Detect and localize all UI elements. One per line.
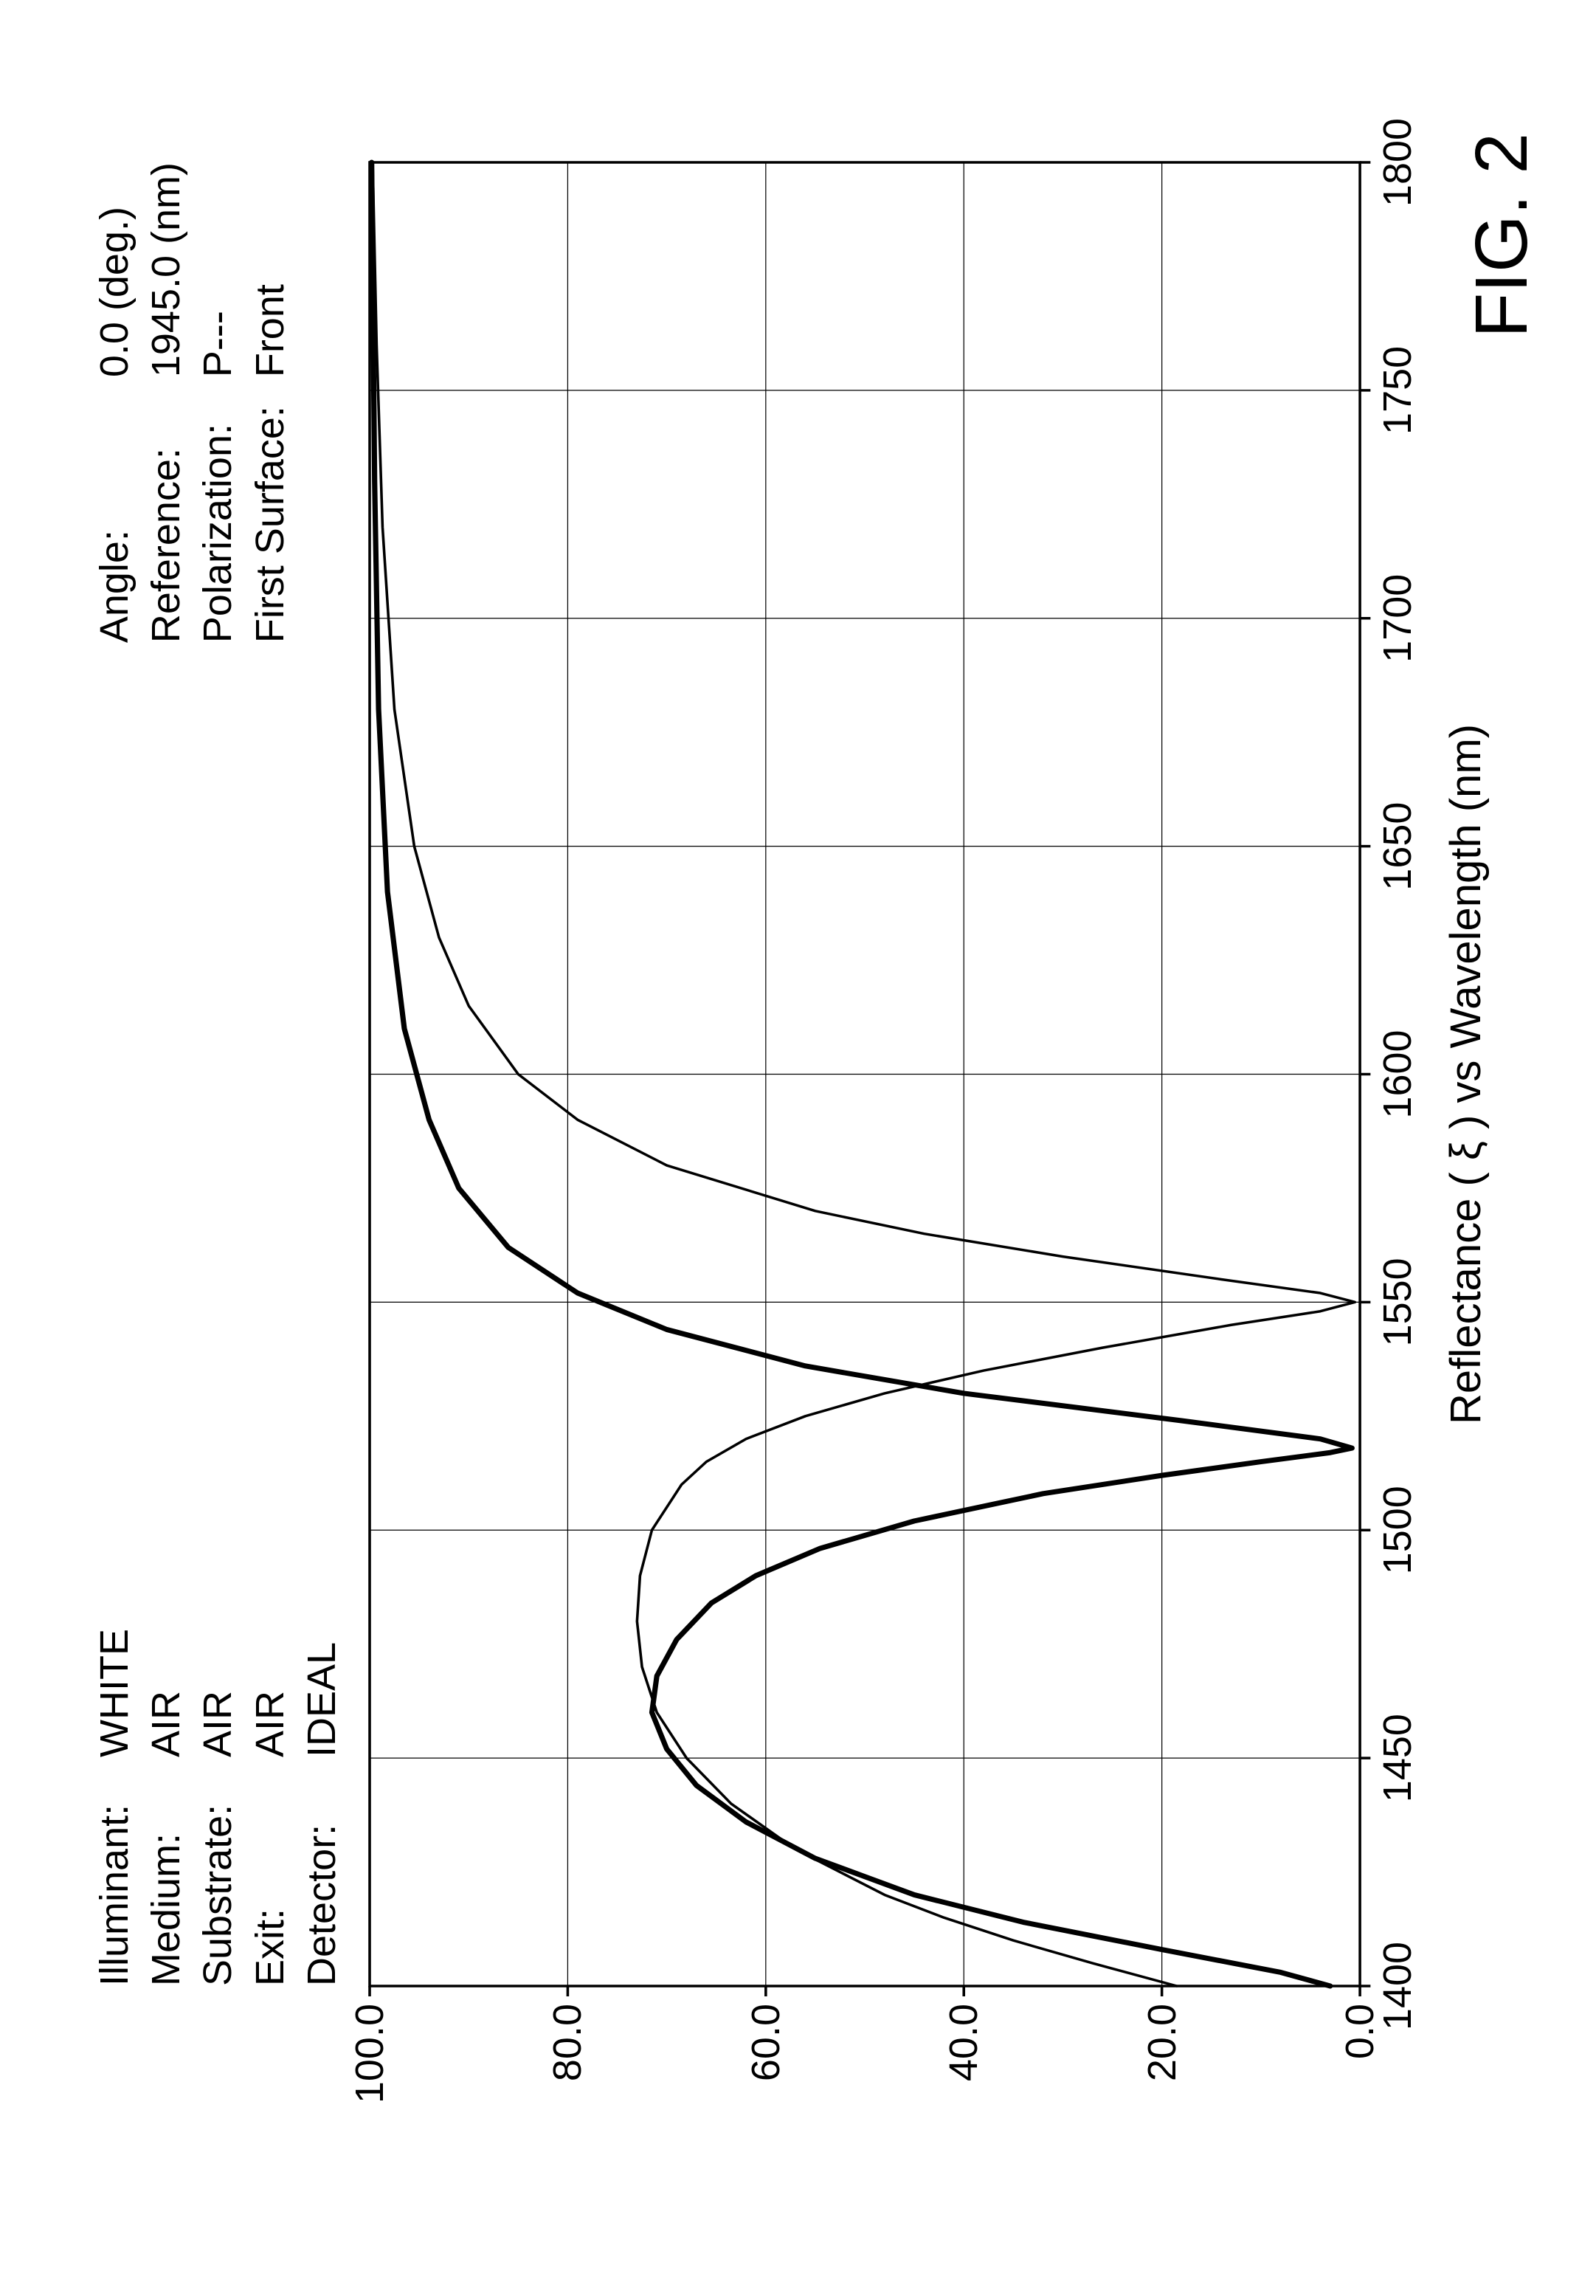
metadata-line: Polarization:P--- [192,162,243,643]
metadata-value: Front [244,284,296,377]
metadata-label: Illuminant: [89,1757,140,1986]
x-tick-label: 1400 [1360,1942,1420,2030]
rotated-container: Illuminant:WHITEMedium:AIRSubstrate:AIRE… [0,0,1596,2296]
metadata-value: 0.0 (deg.) [89,207,140,377]
metadata-label: Substrate: [192,1757,243,1986]
y-tick-label: 20.0 [1139,1986,1185,2081]
metadata-value: IDEAL [296,1642,348,1757]
metadata-line: Detector:IDEAL [296,1629,348,1986]
metadata-label: Reference: [140,377,192,643]
plot-frame: 0.020.040.060.080.0100.01400145015001550… [370,162,1360,1986]
metadata-line: Illuminant:WHITE [89,1629,140,1986]
y-tick-label: 100.0 [347,1986,393,2103]
metadata-value: WHITE [89,1629,140,1757]
figure-content: Illuminant:WHITEMedium:AIRSubstrate:AIRE… [0,0,1596,2296]
metadata-label: Detector: [296,1757,348,1986]
metadata-value: AIR [192,1691,243,1757]
metadata-label: Polarization: [192,377,243,643]
x-tick-label: 1500 [1360,1486,1420,1574]
plot-area: 0.020.040.060.080.0100.01400145015001550… [370,162,1360,1986]
metadata-row: Illuminant:WHITEMedium:AIRSubstrate:AIRE… [89,162,348,1986]
metadata-line: Medium:AIR [140,1629,192,1986]
metadata-label: Angle: [89,377,140,643]
page: Illuminant:WHITEMedium:AIRSubstrate:AIRE… [0,0,1596,2296]
metadata-right-column: Angle:0.0 (deg.)Reference:1945.0 (nm)Pol… [89,162,348,643]
x-tick-label: 1750 [1360,346,1420,435]
metadata-value: AIR [244,1691,296,1757]
metadata-line: Exit:AIR [244,1629,296,1986]
metadata-value: 1945.0 (nm) [140,162,192,377]
metadata-value: AIR [140,1691,192,1757]
metadata-label: First Surface: [244,377,296,643]
metadata-line: Angle:0.0 (deg.) [89,162,140,643]
metadata-left-column: Illuminant:WHITEMedium:AIRSubstrate:AIRE… [89,1629,348,1986]
metadata-label: Exit: [244,1757,296,1986]
x-tick-label: 1700 [1360,574,1420,663]
x-tick-label: 1450 [1360,1714,1420,1802]
metadata-value: P--- [192,311,243,377]
y-tick-label: 80.0 [545,1986,590,2081]
y-tick-label: 60.0 [743,1986,789,2081]
metadata-label: Medium: [140,1757,192,1986]
metadata-line: First Surface:Front [244,162,296,643]
metadata-line: Substrate:AIR [192,1629,243,1986]
chart-svg [370,162,1360,1986]
x-axis-title: Reflectance ( ξ ) vs Wavelength (nm) [1360,724,1490,1424]
x-tick-label: 1800 [1360,118,1420,207]
figure-label: FIG. 2 [1459,133,1544,338]
y-tick-label: 40.0 [941,1986,987,2081]
metadata-line: Reference:1945.0 (nm) [140,162,192,643]
